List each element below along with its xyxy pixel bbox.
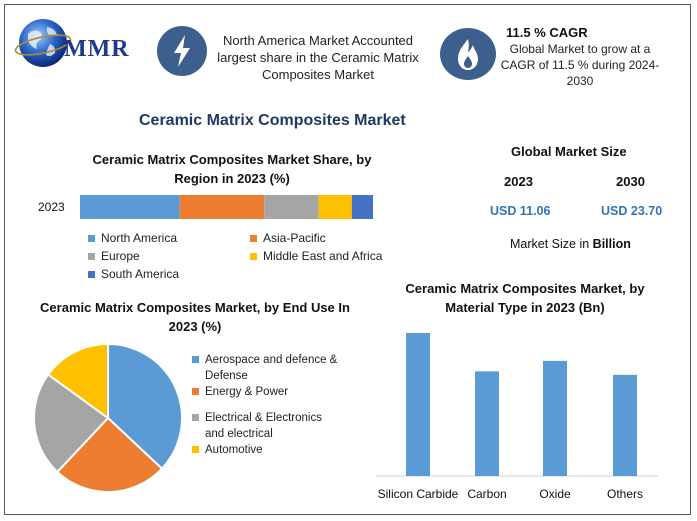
legend-label: Middle East and Africa [263,249,383,263]
legend-label: Europe [101,249,140,263]
legend-item-automotive: Automotive [192,442,342,458]
legend-item-electrical-electronics-and-electrical: Electrical & Electronics and electrical [192,410,342,442]
legend-label: Electrical & Electronics and electrical [205,412,322,440]
flame-icon [458,39,478,70]
bar-segment-south-america [351,195,373,219]
enduse-pie-chart [33,342,183,493]
bar-others [613,374,637,476]
lightning-icon [174,35,190,67]
main-title: Ceramic Matrix Composites Market [139,112,406,129]
region-legend: North America Asia-Pacific Europe Middle Ea… [88,231,408,283]
year-2030-label: 2030 [616,174,645,189]
legend-item-middle-east-and-africa: Middle East and Africa [250,249,382,263]
bar-silicon-carbide [406,332,430,476]
legend-item-south-america: South America [88,267,179,281]
legend-item-aerospace-and-defence-defense: Aerospace and defence & Defense [192,352,342,384]
legend-swatch [192,446,199,453]
region-stacked-bar-chart: 2023 [38,195,373,219]
lightning-icon-circle [157,26,207,76]
pie-slice-automotive [46,342,109,420]
legend-swatch [88,234,95,242]
bar-segment-middle-east-and-africa [318,195,352,219]
bar-segment-north-america [80,195,180,219]
legend-item-europe: Europe [88,249,140,263]
legend-swatch [250,252,257,260]
market-size-unit-bold: Billion [592,237,631,251]
legend-swatch [192,414,199,421]
legend-label: North America [101,231,178,245]
tick-label-silicon-carbide: Silicon Carbide [378,487,459,501]
legend-label: Automotive [205,444,263,456]
pie-slice-electrical-electronics-and-electrical [33,373,110,474]
enduse-chart-title: Ceramic Matrix Composites Market, by End… [40,300,350,334]
bar-oxide [543,360,567,476]
legend-swatch [88,252,95,260]
bar-carbon [475,371,499,476]
logo: MMR [14,14,144,74]
value-2030: USD 23.70 [601,204,663,218]
cagr-text: Global Market to grow at a CAGR of 11.5 … [500,42,660,88]
legend-label: Asia-Pacific [263,231,326,245]
bar-segment-asia-pacific [179,195,265,219]
pie-slice-aerospace-and-defence-defense [107,342,183,471]
pie-slice-energy-power [55,416,164,493]
legend-label: Energy & Power [205,386,289,398]
market-size-title: Global Market Size [511,144,627,159]
category-label: 2023 [38,200,65,214]
legend-label: South America [101,267,180,281]
brand-name: MMR [64,36,130,62]
legend-swatch [192,388,199,395]
value-2023: USD 11.06 [490,204,551,218]
info-north-america: North America Market Accounted largest s… [217,33,419,82]
market-size-unit-prefix: Market Size in [510,237,593,251]
legend-item-energy-power: Energy & Power [192,384,342,400]
legend-swatch [250,234,257,242]
legend-item-north-america: North America [88,231,177,245]
legend-label: Aerospace and defence & Defense [205,354,338,382]
tick-label-oxide: Oxide [539,487,571,501]
year-2023-label: 2023 [504,174,533,189]
tick-label-carbon: Carbon [467,487,506,501]
legend-swatch [192,356,199,363]
market-size-unit: Market Size in Billion [510,237,631,251]
tick-label-others: Others [607,487,643,501]
material-chart-title: Ceramic Matrix Composites Market, by Mat… [405,281,645,315]
legend-swatch [88,270,95,278]
enduse-legend: Aerospace and defence & Defense Energy & … [192,352,342,458]
cagr-headline: 11.5 % CAGR [506,25,588,40]
globe-icon [14,19,72,67]
legend-item-asia-pacific: Asia-Pacific [250,231,326,245]
bar-segment-europe [264,195,319,219]
material-bar-chart: Silicon Carbide Carbon Oxide Others [376,332,658,501]
flame-icon-circle [440,28,496,80]
region-chart-title: Ceramic Matrix Composites Market Share, … [92,152,372,186]
